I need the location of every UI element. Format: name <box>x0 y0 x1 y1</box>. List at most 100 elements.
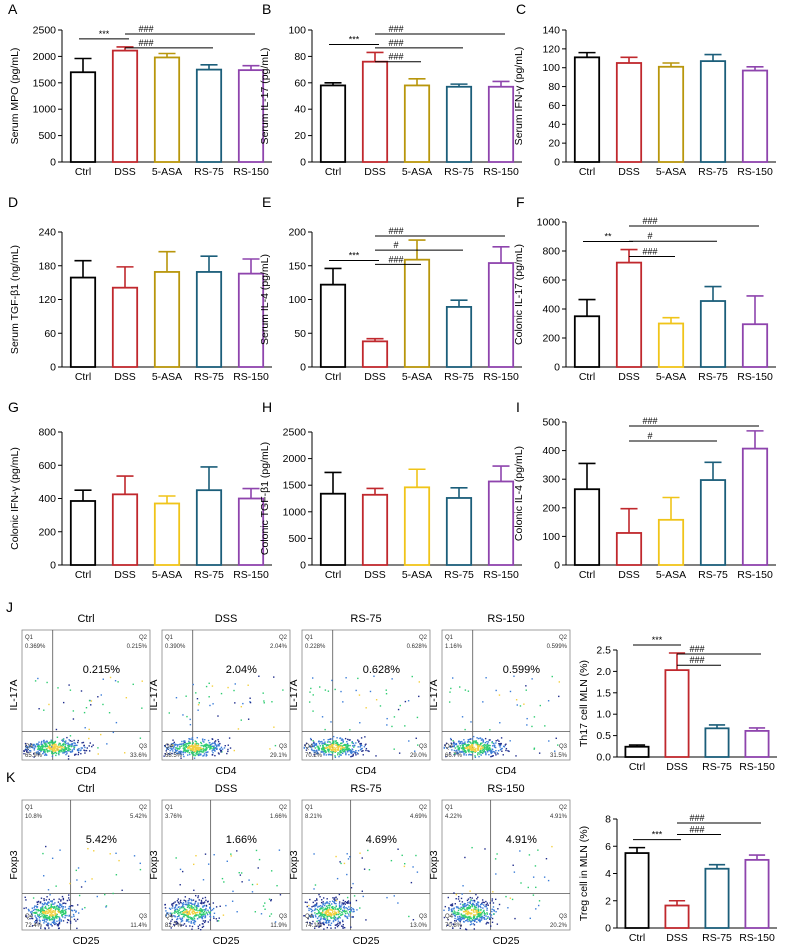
quadrant-value: 0.599% <box>547 644 568 650</box>
flow-dot <box>533 748 535 750</box>
panel-letter: K <box>6 769 16 785</box>
flow-dot <box>351 916 353 918</box>
quadrant-value: 0.228% <box>305 644 326 650</box>
flow-dot <box>45 741 47 743</box>
flow-dot <box>330 913 333 915</box>
flow-dot <box>203 753 206 755</box>
quadrant-value: 82.7% <box>165 923 183 929</box>
flow-dot <box>39 915 42 918</box>
y-tick-label: 0 <box>300 560 306 572</box>
flow-dot <box>470 917 472 919</box>
y-axis-label: Serum IL-17 (pg/mL) <box>259 48 271 145</box>
quadrant-value: 20.2% <box>550 923 568 929</box>
flow-dots <box>163 675 284 759</box>
flow-dot <box>38 748 40 750</box>
flow-group-j: CtrlQ10.369%Q20.215%Q465.9%Q333.6%0.215%… <box>8 613 571 777</box>
flow-dot <box>194 740 196 742</box>
flow-dot <box>270 900 272 902</box>
flow-dot <box>334 750 336 753</box>
flow-dot <box>453 741 455 743</box>
flow-dot <box>480 909 482 911</box>
flow-dot <box>340 745 343 747</box>
flow-dot <box>59 745 61 747</box>
flow-dot <box>350 755 352 758</box>
flow-dot <box>30 912 33 915</box>
flow-dot <box>496 853 498 855</box>
flow-dot <box>329 748 331 750</box>
flow-dot <box>204 739 206 741</box>
flow-dot <box>169 912 171 914</box>
flow-dot <box>49 744 51 746</box>
flow-dot <box>53 919 55 921</box>
flow-dot <box>449 737 452 740</box>
flow-dot <box>50 910 52 913</box>
flow-dot <box>493 751 496 753</box>
flow-dot <box>487 904 489 906</box>
flow-dot <box>187 901 189 904</box>
flow-dot <box>345 907 347 909</box>
flow-dot <box>62 740 64 742</box>
bar <box>699 60 727 163</box>
quadrant-name: Q3 <box>419 744 428 750</box>
flow-dot <box>478 915 481 917</box>
flow-dot <box>31 914 33 916</box>
flow-dot <box>96 895 99 898</box>
flow-dot <box>334 916 337 919</box>
panel-letter: E <box>262 194 271 210</box>
flow-dot <box>64 909 66 912</box>
y-tick-label: 20 <box>294 130 306 142</box>
flow-dot <box>330 906 333 908</box>
flow-dot <box>34 745 37 747</box>
flow-dot <box>52 744 55 746</box>
flow-dot <box>189 909 192 911</box>
flow-dot <box>37 748 39 750</box>
flow-dot <box>477 910 480 912</box>
flow-dot <box>199 913 201 915</box>
flow-dot <box>33 743 35 746</box>
flow-dot <box>327 909 330 912</box>
flow-dot <box>54 911 56 913</box>
flow-dot <box>53 907 55 909</box>
flow-dot <box>331 906 334 908</box>
flow-dot <box>474 908 476 910</box>
flow-dot <box>199 902 202 904</box>
x-tick-label: RS-150 <box>483 371 519 383</box>
flow-dot <box>489 925 492 927</box>
flow-dot <box>315 898 318 900</box>
flow-dot <box>469 915 472 918</box>
flow-dot <box>234 683 236 685</box>
flow-dot <box>483 901 485 904</box>
flow-dot <box>479 917 481 919</box>
flow-dot <box>341 742 343 744</box>
quadrant-value: 0.628% <box>407 644 428 650</box>
flow-dot <box>35 919 38 921</box>
flow-dot <box>173 907 176 909</box>
flow-dot <box>194 747 197 749</box>
flow-dot <box>324 741 326 743</box>
flow-dot <box>344 903 346 905</box>
flow-dot <box>349 856 351 858</box>
flow-dot <box>223 747 226 749</box>
flow-dot <box>482 701 484 703</box>
flow-dot <box>53 903 55 905</box>
flow-dot <box>169 922 171 925</box>
flow-dot <box>43 916 45 919</box>
flow-dot <box>385 693 388 695</box>
flow-dot <box>187 747 189 750</box>
flow-dot <box>333 901 335 904</box>
flow-dot <box>195 743 197 745</box>
flow-dot <box>458 919 460 922</box>
flow-dot <box>448 908 450 910</box>
flow-dot <box>350 749 352 752</box>
flow-dot <box>62 902 64 905</box>
flow-dot <box>461 914 464 917</box>
flow-dot <box>553 750 556 752</box>
flow-dot <box>338 745 340 748</box>
flow-dot <box>460 897 463 900</box>
significance-label: # <box>647 431 652 441</box>
flow-dot <box>379 705 382 707</box>
flow-dot <box>43 751 45 753</box>
flow-dot <box>40 897 43 899</box>
flow-dot <box>263 700 265 702</box>
flow-dot <box>171 918 173 921</box>
